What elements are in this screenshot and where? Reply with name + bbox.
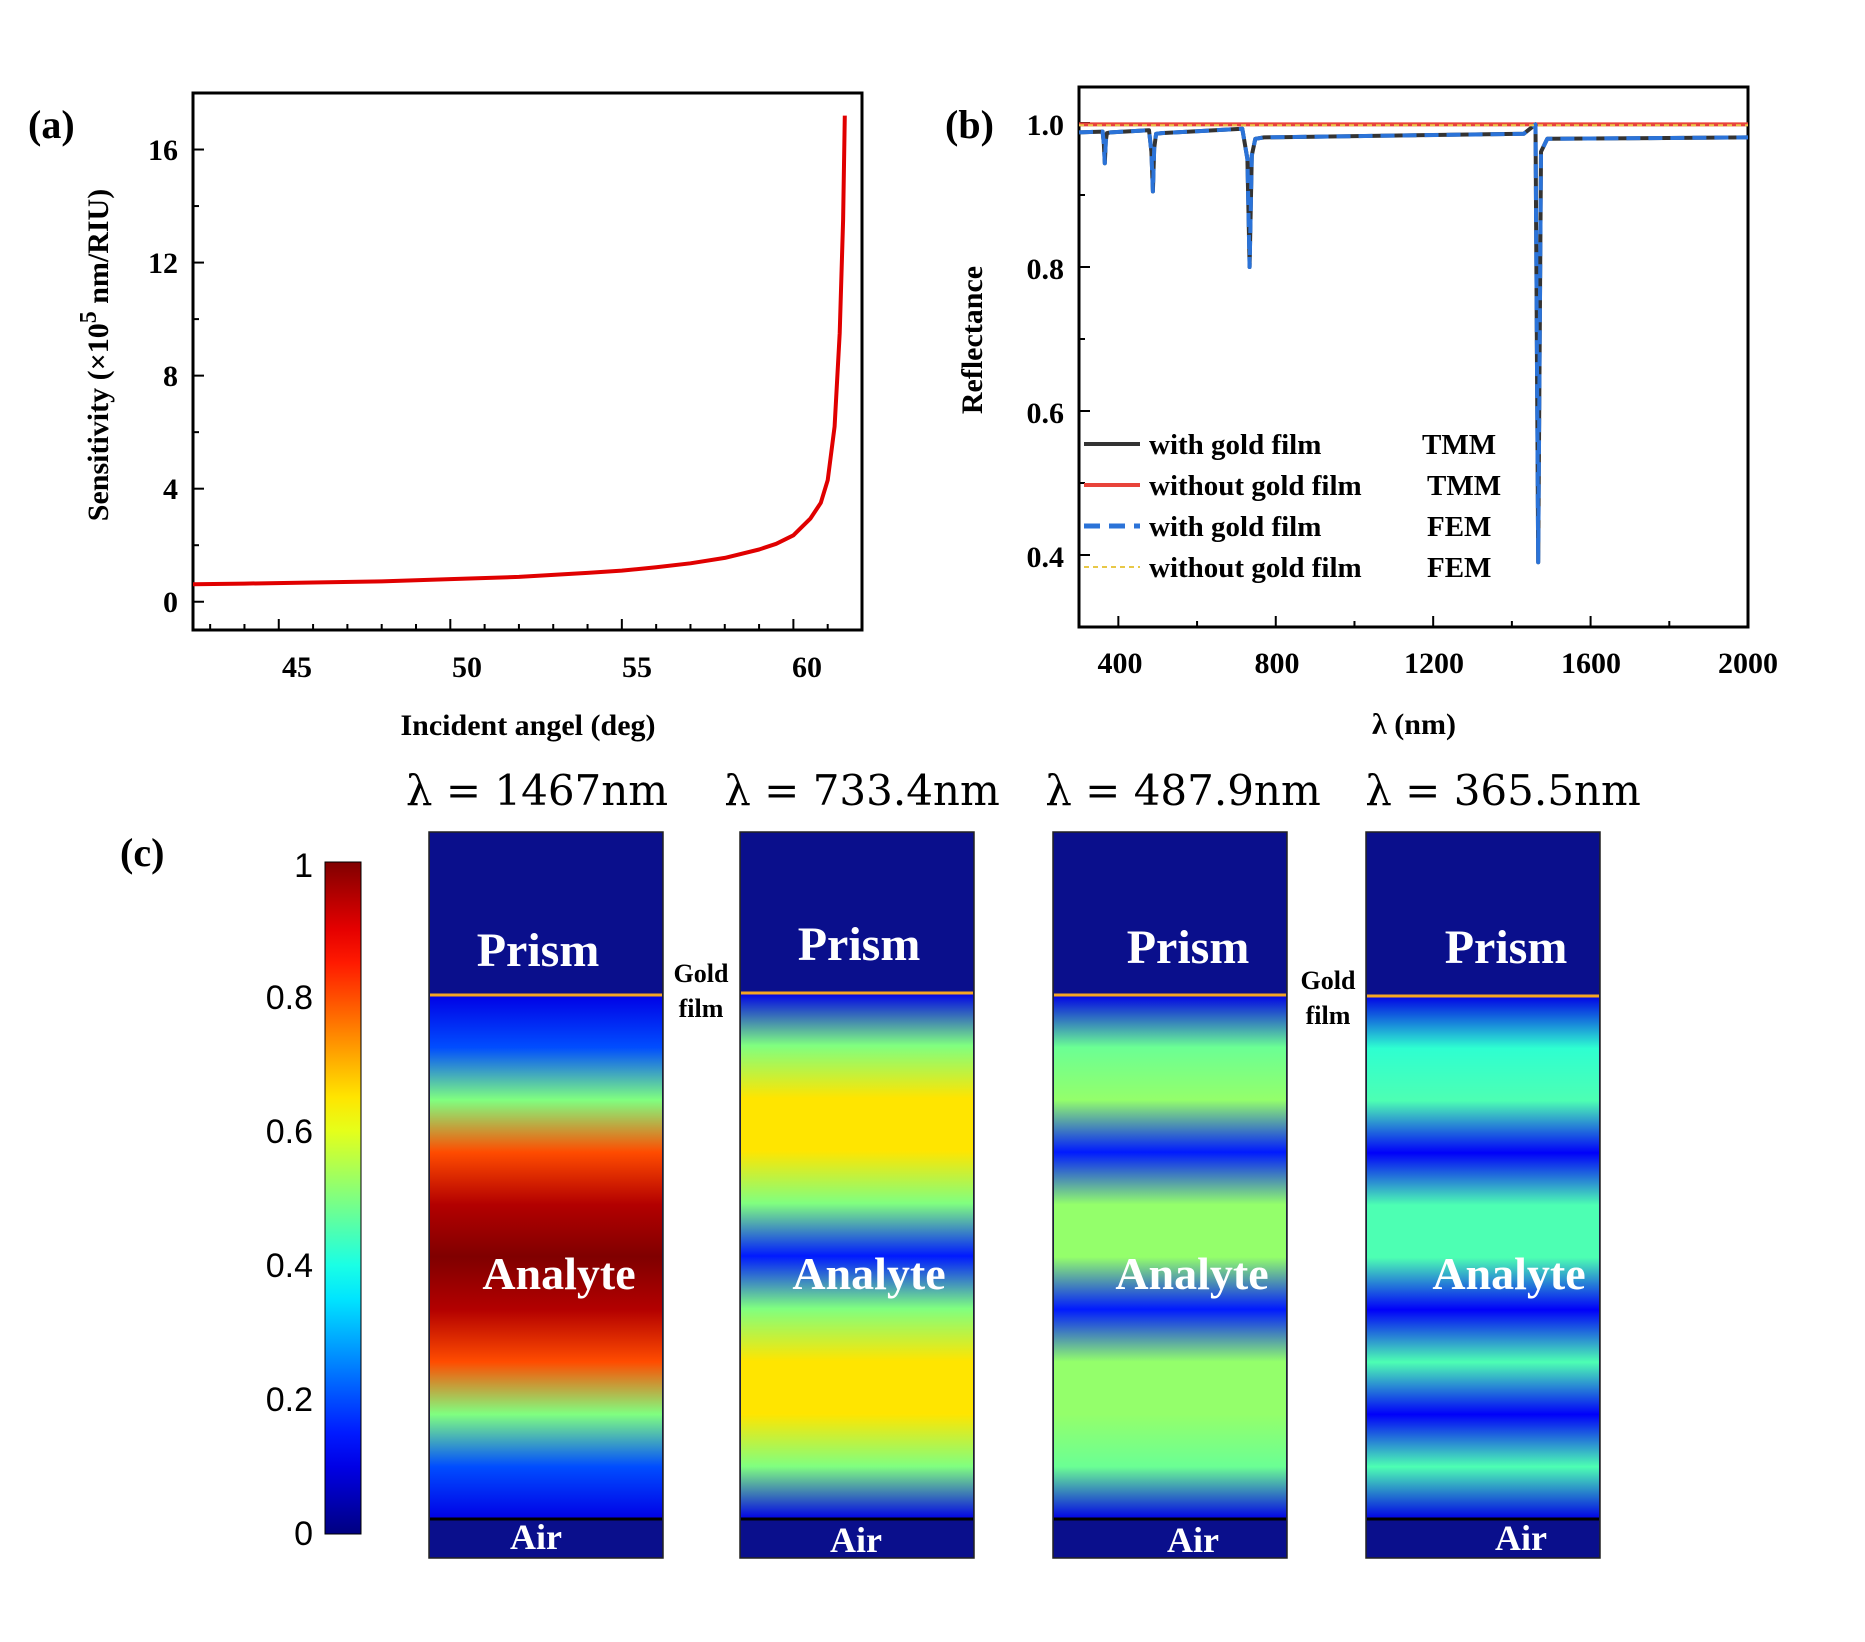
colorbar-tick-label: 0 — [294, 1515, 313, 1553]
y-tick-label: 16 — [148, 134, 178, 167]
x-tick-label: 800 — [1255, 647, 1300, 680]
x-tick-label: 60 — [792, 651, 822, 684]
x-tick-label: 50 — [452, 651, 482, 684]
axis-ticks-a — [193, 148, 829, 630]
colorbar — [324, 861, 362, 1535]
analyte-field — [1054, 995, 1286, 1519]
series-fem-with-gold — [1078, 122, 1749, 565]
gold-film-label: Gold — [1301, 966, 1356, 995]
panel-label-a: (a) — [28, 102, 75, 147]
colorbar-tick-label: 0.6 — [266, 1113, 313, 1151]
y-axis-label-b: Reflectance — [956, 266, 989, 414]
prism-label: Prism — [1445, 921, 1568, 974]
legend-label: with gold film — [1149, 511, 1321, 543]
panel-label-c: (c) — [120, 830, 164, 875]
prism-label: Prism — [1127, 921, 1250, 974]
x-axis-label-a: Incident angel (deg) — [401, 709, 656, 742]
analyte-field — [1367, 996, 1599, 1519]
analyte-field — [430, 995, 662, 1519]
analyte-label: Analyte — [1115, 1248, 1268, 1299]
x-tick-label: 55 — [622, 651, 652, 684]
y-tick-label: 4 — [163, 473, 178, 506]
wavelength-label: λ = 1467nm — [406, 766, 668, 815]
y-axis-label-a: Sensitivity (×105 nm/RIU) — [76, 189, 115, 521]
x-tick-label: 2000 — [1718, 647, 1778, 680]
series-group-a — [192, 115, 847, 587]
y-tick-label: 0.6 — [1027, 397, 1065, 430]
legend-label: without gold film — [1149, 552, 1362, 584]
analyte-label: Analyte — [482, 1248, 635, 1299]
y-tick-label: 0 — [163, 586, 178, 619]
analyte-field — [741, 993, 973, 1519]
y-tick-label: 0.4 — [1027, 541, 1065, 574]
plot-frame-b — [1077, 85, 1750, 629]
wavelength-label: λ = 365.5nm — [1365, 766, 1641, 815]
wavelength-label: λ = 733.4nm — [724, 766, 1000, 815]
legend-method: TMM — [1427, 470, 1501, 502]
y-tick-label: 0.8 — [1027, 253, 1065, 286]
panel-a-sensitivity-chart: (a) 45 50 55 60 0 4 8 12 16 Incident ang… — [28, 91, 864, 742]
series-group-b — [1078, 122, 1749, 565]
legend-label: with gold film — [1149, 429, 1321, 461]
y-tick-label: 1.0 — [1027, 109, 1065, 142]
panel-b-reflectance-chart: (b) 400 800 1200 1600 2000 0.4 0.6 0.8 1… — [945, 85, 1778, 741]
x-tick-label: 1600 — [1561, 647, 1621, 680]
gold-film-label: Gold — [674, 959, 729, 988]
analyte-label: Analyte — [792, 1248, 945, 1299]
legend-method: FEM — [1427, 511, 1491, 543]
air-label: Air — [1495, 1518, 1547, 1558]
gold-film-label: film — [1306, 1001, 1351, 1030]
prism-label: Prism — [798, 918, 921, 971]
y-tick-label: 12 — [148, 247, 178, 280]
x-tick-label: 400 — [1098, 647, 1143, 680]
x-axis-label-b: λ (nm) — [1372, 708, 1456, 741]
plot-frame-a — [191, 91, 864, 632]
gold-film-label: film — [679, 994, 724, 1023]
x-tick-label: 1200 — [1404, 647, 1464, 680]
air-label: Air — [830, 1520, 882, 1560]
y-tick-label: 8 — [163, 360, 178, 393]
colorbar-tick-label: 1 — [294, 847, 313, 885]
panel-c-field-maps: (c) 0 0.2 0.4 0.6 0.8 1 λ = 1467nm λ = 7… — [120, 766, 1641, 1560]
legend-label: without gold film — [1149, 470, 1362, 502]
wavelength-label: λ = 487.9nm — [1045, 766, 1321, 815]
legend-b: with gold film without gold film with go… — [1084, 429, 1501, 584]
field-columns — [428, 831, 1601, 1559]
sensitivity-curve — [192, 115, 847, 587]
legend-method: TMM — [1422, 429, 1496, 461]
x-tick-label: 45 — [282, 651, 312, 684]
analyte-label: Analyte — [1432, 1248, 1585, 1299]
panel-label-b: (b) — [945, 102, 994, 147]
colorbar-tick-label: 0.8 — [266, 979, 313, 1017]
prism-label: Prism — [477, 924, 600, 977]
air-label: Air — [1167, 1520, 1219, 1560]
legend-method: FEM — [1427, 552, 1491, 584]
colorbar-tick-label: 0.2 — [266, 1381, 313, 1419]
colorbar-tick-label: 0.4 — [266, 1247, 313, 1285]
air-label: Air — [510, 1517, 562, 1557]
